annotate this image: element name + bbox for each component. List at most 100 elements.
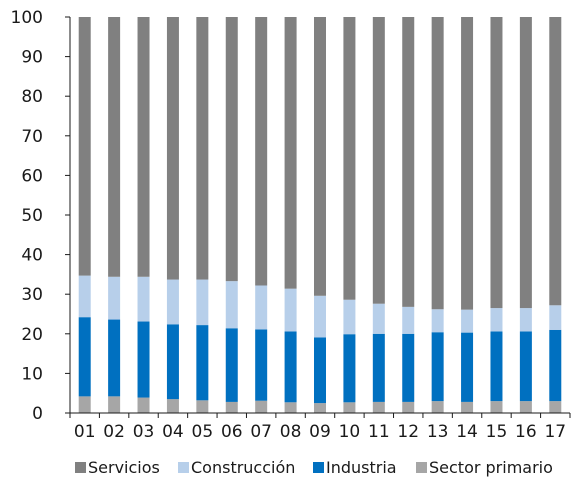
bar-segment-sector-primario-11: [372, 401, 385, 413]
y-tick-label: 30: [21, 285, 43, 305]
x-tick-label-17: 17: [544, 422, 566, 442]
x-tick-label-10: 10: [339, 422, 361, 442]
x-tick-label-14: 14: [456, 422, 478, 442]
bar-segment-construcci-n-02: [108, 276, 121, 320]
bar-segment-sector-primario-13: [431, 401, 444, 413]
y-tick-label: 90: [21, 48, 43, 68]
bar-segment-construcci-n-05: [196, 279, 209, 326]
y-tick-label: 20: [21, 325, 43, 345]
bar-segment-sector-primario-06: [225, 401, 238, 413]
plot-area: [78, 17, 562, 413]
bar-segment-construcci-n-08: [284, 288, 297, 332]
bar-segment-industria-06: [225, 328, 238, 402]
bar-segment-industria-15: [490, 331, 503, 402]
bar-segment-construcci-n-09: [314, 295, 326, 338]
x-tick-label-01: 01: [74, 422, 96, 442]
x-tick-label-03: 03: [133, 422, 155, 442]
bar-segment-industria-11: [372, 333, 385, 402]
bar-segment-industria-16: [519, 331, 532, 402]
bar-segment-construcci-n-15: [490, 308, 503, 332]
bar-segment-construcci-n-04: [166, 279, 179, 325]
y-tick-label: 50: [21, 206, 43, 226]
y-tick-label: 80: [21, 87, 43, 107]
bar-segment-sector-primario-17: [549, 401, 562, 413]
bar-segment-industria-08: [284, 331, 297, 403]
bar-segment-servicios-15: [490, 17, 503, 309]
bar-segment-industria-17: [549, 329, 562, 402]
legend-swatch-sector-primario: [416, 462, 427, 473]
x-tick-label-06: 06: [221, 422, 243, 442]
bar-segment-construcci-n-01: [78, 275, 91, 318]
bar-segment-industria-03: [137, 321, 150, 398]
bar-segment-servicios-13: [431, 17, 444, 310]
bar-segment-sector-primario-14: [461, 401, 474, 413]
bar-segment-sector-primario-05: [196, 400, 209, 413]
x-tick-label-09: 09: [309, 422, 331, 442]
bar-segment-servicios-07: [255, 17, 268, 286]
bar-segment-servicios-16: [519, 17, 532, 309]
x-tick-label-16: 16: [515, 422, 537, 442]
x-tick-label-07: 07: [250, 422, 272, 442]
y-tick-label: 0: [32, 404, 43, 424]
y-axis: 0 10 20 30 40 50 60 70 80 90 100: [11, 8, 71, 424]
y-tick-label: 70: [21, 127, 43, 147]
bar-segment-servicios-12: [402, 17, 415, 307]
bar-segment-servicios-10: [343, 17, 356, 300]
x-tick-label-08: 08: [280, 422, 302, 442]
bar-segment-servicios-05: [196, 17, 209, 280]
bar-segment-sector-primario-15: [490, 401, 503, 413]
bar-segment-industria-09: [314, 337, 326, 404]
legend-label-industria: Industria: [326, 458, 397, 477]
bar-segment-industria-01: [78, 317, 91, 397]
bar-segment-construcci-n-12: [402, 306, 415, 334]
bar-segment-servicios-17: [549, 17, 562, 306]
x-tick-label-05: 05: [192, 422, 214, 442]
x-tick-label-12: 12: [397, 422, 419, 442]
x-tick-label-02: 02: [103, 422, 125, 442]
bar-segment-sector-primario-07: [255, 400, 268, 413]
legend-label-servicios: Servicios: [88, 458, 160, 477]
bar-segment-sector-primario-04: [166, 399, 179, 413]
x-axis: 01 02 03 04 05 06 07 08 09 10 11 12 13 14 15 16 17: [69, 412, 571, 442]
bar-segment-construcci-n-14: [461, 309, 474, 333]
legend-label-sector-primario: Sector primario: [429, 458, 553, 477]
bar-segment-construcci-n-11: [372, 303, 385, 334]
bar-segment-servicios-03: [137, 17, 150, 277]
bar-segment-servicios-11: [372, 17, 385, 304]
bar-segment-sector-primario-01: [78, 396, 91, 413]
bar-segment-industria-05: [196, 325, 209, 401]
y-tick-label: 10: [21, 364, 43, 384]
bar-segment-servicios-01: [78, 17, 91, 276]
x-tick-label-13: 13: [427, 422, 449, 442]
bar-segment-industria-14: [461, 332, 474, 402]
bar-segment-servicios-14: [461, 17, 474, 310]
legend-swatch-industria: [313, 462, 324, 473]
bar-segment-construcci-n-17: [549, 305, 562, 330]
bar-segment-sector-primario-08: [284, 402, 297, 413]
bar-segment-sector-primario-10: [343, 402, 356, 413]
bar-segment-industria-13: [431, 332, 444, 402]
bar-segment-sector-primario-16: [519, 401, 532, 413]
bar-segment-industria-04: [166, 324, 179, 400]
bar-segment-construcci-n-13: [431, 309, 444, 333]
y-tick-label: 60: [21, 166, 43, 186]
y-tick-label: 100: [11, 8, 43, 28]
legend: Servicios Construcción Industria Sector pri…: [75, 458, 553, 477]
legend-label-construcci-n: Construcción: [191, 458, 295, 477]
bar-segment-industria-12: [402, 333, 415, 402]
bar-segment-construcci-n-10: [343, 299, 356, 335]
bar-segment-servicios-08: [284, 17, 297, 289]
bar-segment-industria-02: [108, 319, 121, 397]
bar-segment-industria-10: [343, 334, 356, 403]
bar-segment-servicios-04: [166, 17, 179, 280]
bar-segment-sector-primario-12: [402, 401, 415, 413]
x-tick-label-04: 04: [162, 422, 184, 442]
bar-segment-sector-primario-02: [108, 396, 121, 413]
bar-segment-sector-primario-09: [314, 403, 326, 413]
bar-segment-industria-07: [255, 329, 268, 401]
x-tick-label-11: 11: [368, 422, 390, 442]
bar-segment-construcci-n-03: [137, 276, 150, 322]
bar-segment-construcci-n-16: [519, 308, 532, 332]
legend-swatch-construcci-n: [178, 462, 189, 473]
